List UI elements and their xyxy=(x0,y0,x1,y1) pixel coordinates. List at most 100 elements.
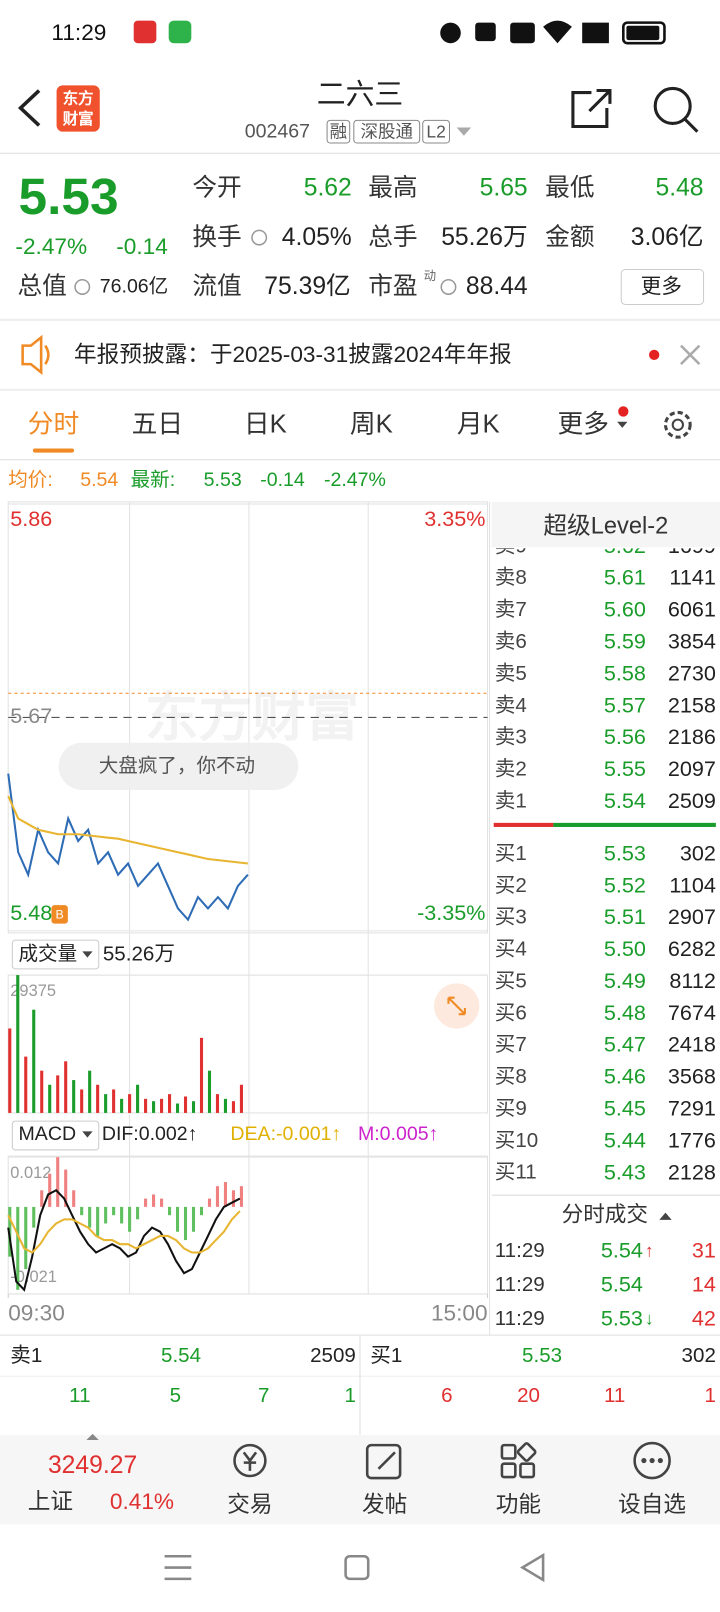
volume-bar xyxy=(128,1094,132,1113)
trade-direction: ↑ xyxy=(644,1240,654,1261)
summary-last-label: 最新: xyxy=(130,469,176,492)
logo xyxy=(56,85,100,132)
nav-item[interactable]: 交易 xyxy=(227,1491,273,1518)
series-line xyxy=(7,795,249,865)
field-value: 5.48 xyxy=(655,173,704,202)
volume-selector[interactable]: 成交量 xyxy=(18,943,78,966)
book-label: 卖2 xyxy=(494,758,527,781)
field-value: 76.06亿 xyxy=(99,276,169,298)
clock: 11:29 xyxy=(51,19,107,46)
macd-bar xyxy=(167,1206,172,1216)
ask-label: 卖1 xyxy=(10,1344,43,1367)
volume-bar xyxy=(48,1084,52,1113)
field-label: 总手 xyxy=(368,223,418,251)
trade-volume: 31 xyxy=(691,1238,716,1263)
book-volume: 3854 xyxy=(667,629,716,654)
tab-underline xyxy=(32,448,75,453)
book-label: 买2 xyxy=(494,874,527,897)
back-button[interactable] xyxy=(17,89,41,127)
nav-item[interactable]: 发帖 xyxy=(362,1491,408,1518)
volume-bar xyxy=(120,1098,124,1113)
macd-selector[interactable]: MACD xyxy=(18,1123,77,1146)
book-label: 买9 xyxy=(494,1097,527,1121)
book-volume: 2158 xyxy=(667,693,716,718)
volume-bar xyxy=(215,1094,220,1113)
tab[interactable]: 分时 xyxy=(27,409,80,439)
nav-item[interactable]: 设自选 xyxy=(618,1491,687,1518)
last-price: 5.53 xyxy=(18,167,119,226)
status-icons xyxy=(133,20,666,45)
trade-time: 11:29 xyxy=(494,1307,545,1330)
bottom-nav-bg xyxy=(0,1434,720,1525)
book-label: 买7 xyxy=(494,1033,527,1057)
book-volume: 1141 xyxy=(669,566,716,590)
field-label: 市盈 xyxy=(368,272,418,301)
book-volume: 6282 xyxy=(667,937,716,962)
volume-bar xyxy=(56,1075,60,1113)
tab[interactable]: 周K xyxy=(349,409,393,439)
header-actions[interactable] xyxy=(571,86,699,133)
tab[interactable]: 更多 xyxy=(557,409,609,439)
book-price: 5.57 xyxy=(603,693,646,718)
book-price: 5.47 xyxy=(603,1033,646,1057)
tag-box xyxy=(422,119,450,144)
tag-box xyxy=(353,119,421,144)
index-value[interactable]: 3249.27 xyxy=(47,1451,138,1480)
tab[interactable]: 月K xyxy=(456,409,500,439)
book-price: 5.44 xyxy=(603,1128,646,1153)
more-button-label[interactable]: 更多 xyxy=(640,275,682,299)
volume-bar xyxy=(239,1084,243,1113)
field-label: 金额 xyxy=(545,223,595,251)
field-value: 55.26万 xyxy=(441,223,528,251)
book-volume: 1104 xyxy=(669,873,716,898)
book-volume: 3568 xyxy=(667,1065,716,1089)
volume-bar xyxy=(40,1070,44,1113)
trade-volume: 14 xyxy=(691,1272,716,1297)
trade-price: 5.53 xyxy=(600,1306,643,1331)
x-tick-label: 09:30 xyxy=(8,1300,65,1325)
notice[interactable]: 年报预披露：于2025-03-31披露2024年年报 xyxy=(74,341,512,368)
nav-item[interactable]: 功能 xyxy=(495,1491,542,1518)
volume-bar xyxy=(72,1080,76,1113)
tab[interactable]: 五日 xyxy=(131,409,184,439)
trade-time: 11:29 xyxy=(494,1239,545,1263)
summary-change: -0.14 xyxy=(260,469,305,492)
tab[interactable]: 日K xyxy=(243,409,287,439)
macd-bar xyxy=(64,1169,68,1207)
macd-dif: DIF:0.002↑ xyxy=(101,1123,198,1146)
bid-order: 6 xyxy=(441,1384,453,1408)
book-price: 5.46 xyxy=(603,1065,646,1089)
book-price: 5.52 xyxy=(603,873,646,898)
system-nav[interactable] xyxy=(164,1552,545,1583)
book-price: 5.62 xyxy=(604,548,646,557)
book-volume: 2907 xyxy=(667,905,716,930)
macd-bar xyxy=(48,1173,52,1207)
macd-bar xyxy=(215,1186,220,1207)
series-line xyxy=(7,773,249,922)
volume-bar xyxy=(24,1056,28,1113)
ask-order: 1 xyxy=(344,1384,356,1408)
volume-bar xyxy=(160,1098,164,1113)
book-volume: 2509 xyxy=(667,789,716,814)
volume-bar xyxy=(152,1101,156,1113)
book-price: 5.48 xyxy=(603,1001,646,1025)
book-volume: 2097 xyxy=(667,757,716,782)
macd-bar xyxy=(183,1206,188,1241)
book-label: 买10 xyxy=(494,1129,539,1152)
macd-bar xyxy=(191,1206,196,1232)
volume-bar xyxy=(199,1037,204,1113)
volume-bar xyxy=(167,1094,172,1113)
book-price: 5.51 xyxy=(603,905,646,930)
bid-order: 11 xyxy=(604,1384,626,1408)
field-value: 3.06亿 xyxy=(630,223,704,251)
volume-bar xyxy=(64,1061,68,1113)
book-label: 卖8 xyxy=(494,566,527,590)
change: -0.14 xyxy=(116,233,168,260)
field-sup: 动 xyxy=(423,268,437,283)
nav-icons[interactable] xyxy=(233,1441,671,1480)
ask-order: 5 xyxy=(169,1384,182,1408)
macd-bar xyxy=(136,1206,140,1220)
more-button[interactable] xyxy=(620,268,705,305)
trade-price: 5.54 xyxy=(600,1272,643,1297)
